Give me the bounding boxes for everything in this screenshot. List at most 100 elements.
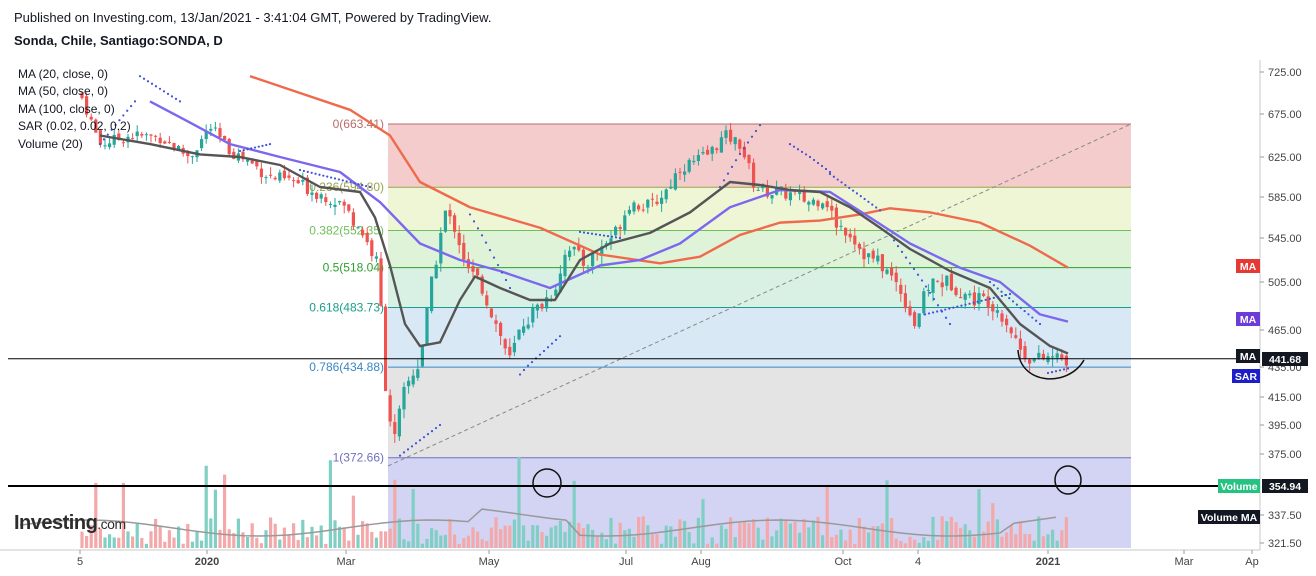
- annotation-cup: [1017, 349, 1085, 380]
- volume-bar: [89, 525, 93, 548]
- volume-bar: [1051, 529, 1055, 548]
- sar-dot: [878, 209, 882, 212]
- price-tag-box: [1218, 479, 1260, 493]
- volume-bar: [609, 517, 613, 548]
- candle-body: [333, 204, 337, 207]
- volume-bar: [246, 536, 250, 548]
- volume-bar: [393, 479, 397, 548]
- candle-body: [453, 215, 457, 232]
- sar-dot: [590, 232, 594, 235]
- volume-bar: [844, 540, 848, 548]
- sar-dot: [118, 119, 121, 122]
- price-tag: 441.68: [1262, 352, 1308, 366]
- sar-dot: [122, 114, 125, 117]
- candle-body: [908, 306, 912, 316]
- sar-dot: [368, 185, 372, 189]
- price-tag-box: [1262, 352, 1308, 366]
- candle-body: [379, 258, 383, 306]
- volume-bar: [701, 499, 705, 548]
- price-tag-label: 441.68: [1269, 354, 1301, 366]
- sar-dot: [302, 169, 305, 173]
- fib-band: [388, 123, 1131, 188]
- fib-level-label: 0.382(552.35): [309, 223, 384, 237]
- candle-body: [430, 276, 434, 312]
- sar-dot: [792, 145, 796, 148]
- volume-bar: [876, 526, 880, 548]
- sar-dot: [844, 183, 847, 187]
- candle-body: [508, 346, 512, 356]
- volume-bar: [471, 527, 475, 548]
- price-tag: MA: [1236, 312, 1260, 326]
- volume-bar: [80, 531, 84, 548]
- volume-bar: [512, 519, 516, 548]
- candle-body: [959, 297, 963, 299]
- volume-bar: [821, 535, 825, 548]
- volume-bar: [604, 539, 608, 548]
- candle-body: [706, 149, 710, 155]
- candle-body: [388, 395, 392, 422]
- volume-bar: [535, 525, 539, 548]
- candle-body: [259, 168, 263, 178]
- volume-bar: [885, 480, 889, 548]
- sar-dot: [178, 100, 182, 103]
- sar-dot: [333, 177, 337, 180]
- volume-bar: [439, 535, 443, 548]
- volume-bar: [172, 537, 176, 548]
- legend-ma100[interactable]: MA (100, close, 0): [18, 101, 115, 116]
- legend-volume[interactable]: Volume (20): [18, 136, 83, 151]
- candle-body: [434, 264, 438, 279]
- candle-body: [627, 209, 631, 214]
- candle-body: [637, 205, 641, 210]
- candle-body: [512, 342, 516, 353]
- volume-bar: [715, 543, 719, 548]
- candle-body: [227, 138, 231, 155]
- legend-ma20[interactable]: MA (20, close, 0): [18, 67, 109, 81]
- volume-bar: [894, 538, 898, 548]
- sar-dot: [542, 349, 546, 353]
- volume-bar: [664, 525, 668, 548]
- candle-body: [1028, 359, 1032, 364]
- sar-dot: [98, 143, 102, 146]
- volume-bar: [379, 531, 383, 548]
- sar-dot: [924, 285, 928, 288]
- sar-dot: [154, 85, 158, 88]
- candle-body: [1018, 338, 1022, 350]
- candle-body: [738, 139, 742, 149]
- volume-bar: [903, 543, 907, 548]
- sar-dot: [261, 144, 264, 147]
- legend-ma50[interactable]: MA (50, close, 0): [18, 84, 109, 99]
- y-tick-label: 415.00: [1268, 392, 1302, 404]
- candle-body: [586, 267, 590, 269]
- candle-body: [986, 296, 990, 308]
- candle-body: [669, 186, 673, 189]
- volume-bar: [1041, 536, 1045, 548]
- fib-level-label: 0(663.41): [333, 117, 384, 131]
- volume-bar: [632, 536, 636, 548]
- sar-dot: [808, 155, 812, 159]
- volume-bar: [259, 543, 263, 548]
- legend-sar[interactable]: SAR (0.02, 0.02, 0.2): [18, 119, 131, 134]
- volume-bar: [738, 522, 742, 548]
- sar-dot: [594, 233, 598, 236]
- volume-bar: [591, 529, 595, 548]
- sar-dot: [932, 297, 936, 301]
- y-tick-label: 545.00: [1268, 233, 1302, 245]
- candle-body: [931, 278, 935, 293]
- candle-body: [218, 128, 222, 138]
- volume-bar: [526, 540, 530, 548]
- volume-bar: [181, 543, 185, 548]
- sar-dot: [824, 167, 828, 171]
- volume-bar: [397, 518, 401, 548]
- candle-body: [696, 154, 700, 162]
- sar-dot: [337, 178, 340, 181]
- sar-dot: [848, 186, 851, 189]
- candle-body: [499, 322, 503, 336]
- volume-bar: [135, 523, 139, 548]
- sar-dot: [246, 148, 249, 151]
- volume-bar: [218, 529, 222, 548]
- volume-bar: [85, 536, 89, 548]
- sar-dot: [1008, 297, 1011, 300]
- candle-body: [246, 159, 250, 162]
